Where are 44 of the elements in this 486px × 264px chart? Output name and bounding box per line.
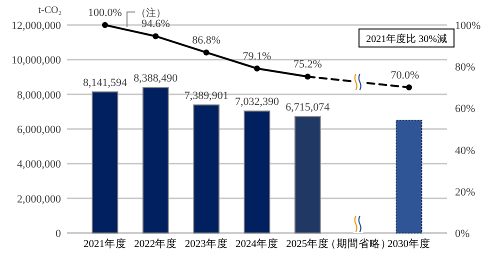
point [152, 33, 159, 40]
y2-tick-label: 60% [455, 103, 476, 116]
x-tick-label: 2025年度 [286, 237, 330, 250]
data-label: 94.6% [141, 18, 170, 30]
bar [92, 91, 118, 234]
y-axis-title: t-CO₂ [38, 5, 62, 16]
bar [244, 110, 270, 234]
point [254, 65, 260, 72]
bar [396, 120, 422, 234]
point [406, 84, 412, 90]
y2-tick-label: 40% [455, 144, 476, 157]
bar [142, 87, 169, 234]
y-tick-label: 6,000,000 [17, 124, 62, 136]
y-tick-label: 2,000,000 [17, 193, 62, 206]
data-label: 6,715,074 [286, 102, 330, 114]
data-label: 79.1% [242, 50, 272, 62]
point [102, 22, 108, 28]
data-label: 8,388,490 [134, 72, 178, 85]
y-tick-label: 4,000,000 [17, 158, 62, 171]
x-tick-label: 2022年度 [134, 237, 178, 250]
bar [294, 116, 321, 234]
y2-tick-label: 20% [455, 186, 476, 198]
data-label: 7,032,390 [235, 96, 280, 108]
data-label: 7,389,901 [184, 90, 228, 102]
x-tick-label: 2023年度 [184, 237, 228, 250]
x-tick-label: 2024年度 [236, 237, 278, 250]
point [203, 49, 210, 56]
data-label: 8,141,594 [83, 76, 128, 89]
annotation: 2021年度比 30%減 [366, 33, 447, 45]
y2-tick-label: 80% [455, 62, 476, 74]
x-tick-label: 2021年度 [84, 237, 126, 250]
y-tick-label: 10,000,000 [12, 54, 62, 67]
y2-tick-label: 100% [455, 20, 481, 32]
data-label: 70.0% [390, 69, 420, 82]
y-tick-label: 8,000,000 [17, 89, 62, 102]
bar [193, 104, 220, 234]
y2-tick-label: 0% [455, 228, 470, 240]
data-label: 100.0% [88, 7, 122, 19]
data-label: 75.2% [293, 58, 322, 71]
y-tick-label: 0 [56, 228, 62, 240]
text: （注） [136, 7, 166, 19]
data-label: 86.8% [192, 34, 221, 46]
x-tick-label: 2030年度 [388, 237, 430, 250]
y-tick-label: 12,000,000 [12, 20, 62, 32]
